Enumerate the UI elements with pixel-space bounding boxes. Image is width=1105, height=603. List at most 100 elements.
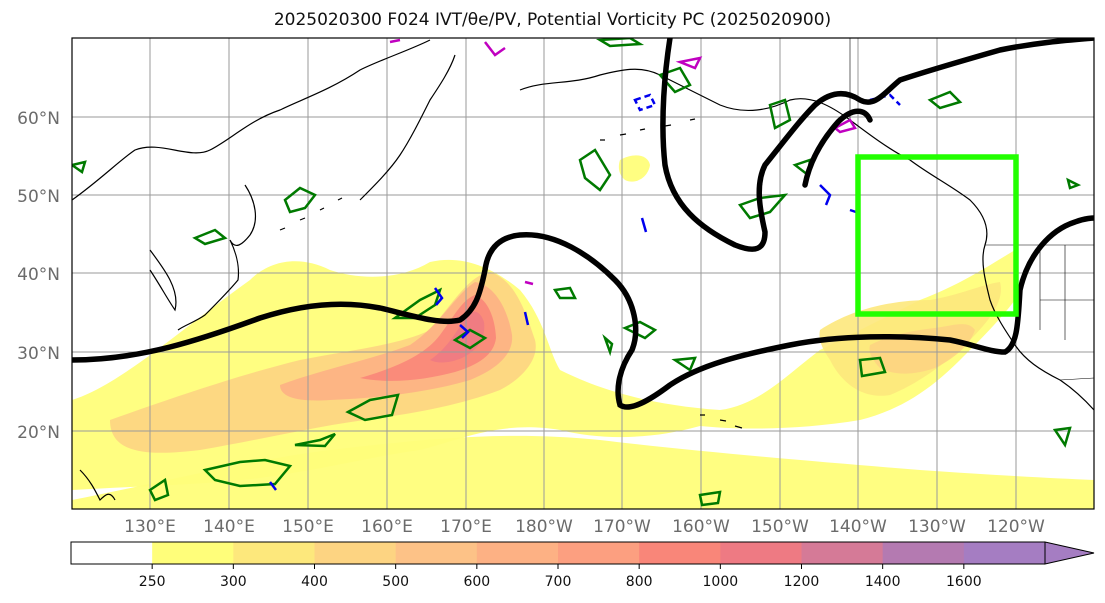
colorbar-tick-label: 300 — [220, 574, 247, 590]
magenta-contour-a — [484, 41, 506, 57]
green-contour-k — [602, 333, 614, 357]
colorbar-cell — [963, 542, 1046, 564]
green-contour-x — [1066, 177, 1082, 190]
magenta-contour-e — [389, 38, 401, 44]
colorbar-tick-label: 500 — [382, 574, 409, 590]
green-contour-a — [283, 186, 317, 214]
pv-contour-north — [660, 38, 1094, 252]
lat-label-60: 60°N — [17, 109, 60, 129]
pv-contour-inner — [802, 108, 873, 188]
green-contour-n — [737, 193, 789, 220]
blue-contour-e — [819, 184, 832, 206]
colorbar-cell — [314, 542, 397, 564]
colorbar-tick-label: 1400 — [865, 574, 901, 590]
green-contour-p — [657, 66, 692, 94]
lon-label-140w: 140°W — [829, 517, 887, 537]
lon-label-150w: 150°W — [751, 517, 809, 537]
asia-coastline — [72, 39, 431, 201]
latitude-labels: 60°N 50°N 40°N 30°N 20°N — [17, 109, 60, 443]
colorbar-cell — [639, 542, 721, 564]
magenta-contour-d — [524, 280, 534, 286]
target-region-box — [855, 154, 1019, 317]
blue-contour-d — [640, 217, 648, 233]
pv-contour-main — [72, 215, 1094, 410]
ivt-band-alaska — [618, 155, 650, 182]
green-contour-o — [768, 98, 792, 130]
colorbar-cell — [882, 542, 965, 564]
blue-contour-i — [269, 481, 277, 491]
colorbar-cell — [152, 542, 234, 564]
kuril-islands — [279, 197, 343, 231]
ivt-band-1000 — [430, 311, 485, 363]
lon-label-130w: 130°W — [908, 517, 966, 537]
colorbar-tick-label: 600 — [463, 574, 490, 590]
green-contour-s — [1052, 426, 1072, 448]
kamchatka-coastline — [359, 54, 456, 201]
lon-label-160w: 160°W — [672, 517, 730, 537]
magenta-contour-c — [832, 118, 857, 134]
green-contour-q — [858, 356, 887, 378]
us-mexico-border — [1059, 377, 1094, 381]
colorbar-extend-arrow — [1044, 541, 1095, 565]
lat-label-40: 40°N — [17, 265, 60, 285]
lat-label-50: 50°N — [17, 187, 60, 207]
lon-label-120w: 120°W — [987, 517, 1045, 537]
blue-contour-f — [849, 208, 857, 214]
green-contour-e — [345, 393, 400, 422]
pv-contour — [72, 38, 1094, 410]
colorbar-cell — [233, 542, 315, 564]
lat-label-30: 30°N — [17, 344, 60, 364]
green-contour-h — [148, 477, 170, 502]
lat-label-20: 20°N — [17, 423, 60, 443]
colorbar-cell — [395, 542, 478, 564]
colorbar-tick-label: 700 — [545, 574, 572, 590]
hawaii-islands — [700, 414, 743, 429]
colorbar-tick-label: 250 — [139, 574, 166, 590]
longitude-labels: 130°E 140°E 150°E 160°E 170°E 180°W 170°… — [124, 517, 1045, 537]
blue-contour-a — [433, 287, 444, 306]
ivt-band-southern — [72, 435, 1094, 509]
green-contour-t — [698, 490, 722, 507]
green-contour-j — [552, 286, 578, 300]
korea-japan-coastline — [149, 184, 257, 331]
blue-contour-g — [633, 93, 657, 112]
blue-contour-c — [523, 311, 530, 326]
philippines-coastline — [79, 469, 116, 502]
colorbar-tick-label: 800 — [626, 574, 653, 590]
colorbar-cell — [71, 542, 153, 564]
green-contours — [72, 38, 1082, 507]
lon-label-170w: 170°W — [593, 517, 651, 537]
colorbar-cells — [70, 541, 1046, 565]
map-frame — [71, 37, 1095, 510]
magenta-contour-b — [675, 56, 703, 70]
green-contour-u — [595, 38, 645, 48]
blue-contours — [269, 93, 901, 491]
figure-title: 2025020300 F024 IVT/θe/PV, Potential Vor… — [273, 10, 832, 30]
colorbar-cell — [720, 542, 802, 564]
green-contour-m — [671, 356, 697, 372]
green-contour-w — [72, 160, 87, 175]
green-contour-g — [294, 432, 336, 448]
state-borders — [1039, 245, 1094, 340]
green-contour-b — [192, 228, 228, 246]
colorbar-tick-label: 1600 — [946, 574, 982, 590]
magenta-contours — [389, 38, 857, 286]
green-contour-r — [927, 90, 963, 110]
lon-label-160e: 160°E — [361, 517, 413, 537]
colorbar-ticks: 250 300 400 500 600 700 800 1000 1200 1400 1600 — [139, 564, 982, 590]
colorbar-tick-label: 400 — [301, 574, 328, 590]
colorbar-tick-label: 1200 — [784, 574, 820, 590]
lon-label-170e: 170°E — [440, 517, 492, 537]
lon-label-130e: 130°E — [124, 517, 176, 537]
green-contour-i — [578, 148, 612, 192]
colorbar-cell — [558, 542, 640, 564]
green-contour-l — [621, 320, 658, 340]
colorbar: 250 300 400 500 600 700 800 1000 1200 1400 1600 — [70, 541, 1095, 590]
lon-label-140e: 140°E — [203, 517, 255, 537]
lon-label-150e: 150°E — [282, 517, 334, 537]
blue-contour-h — [869, 93, 901, 106]
na-west-coastline — [909, 159, 1094, 411]
colorbar-tick-label: 1000 — [703, 574, 739, 590]
colorbar-cell — [801, 542, 884, 564]
